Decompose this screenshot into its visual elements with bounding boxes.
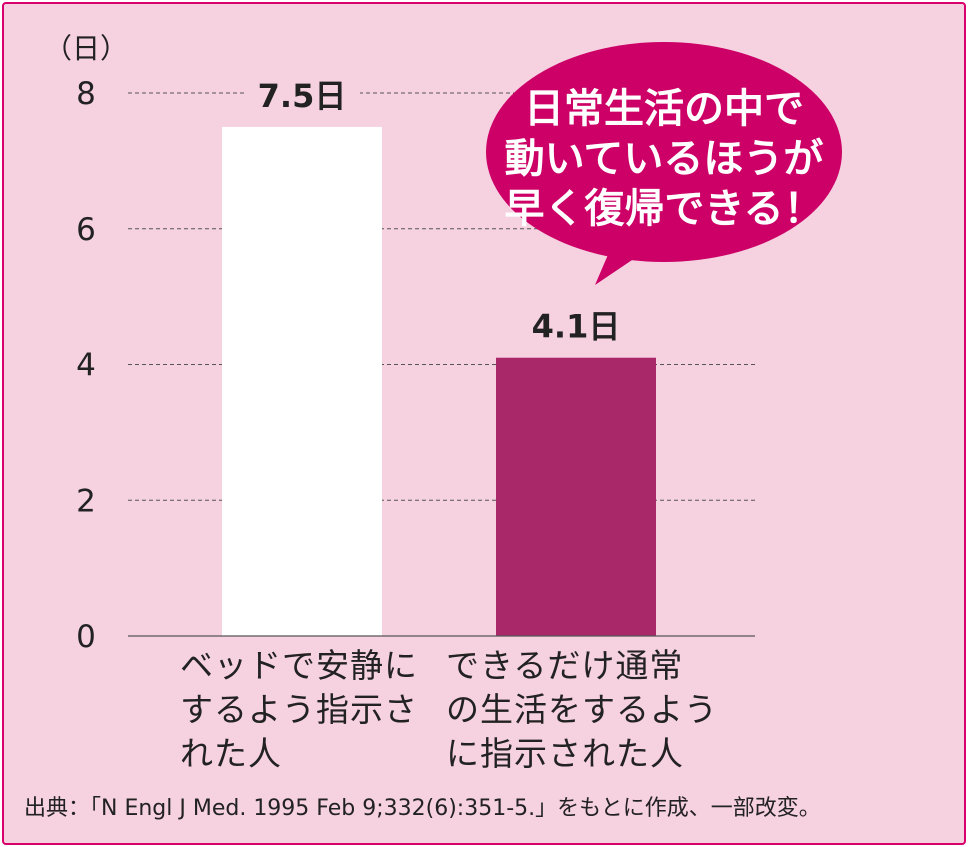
y-tick-label: 0	[76, 619, 96, 655]
y-axis-unit-label: （日）	[44, 32, 128, 65]
bars	[222, 126, 656, 636]
category-label-bed-rest: ベッドで安静に するよう指示さ れた人	[180, 646, 418, 773]
value-label: 7.5日	[258, 77, 347, 115]
source-note: 出典：「N Engl J Med. 1995 Feb 9;332(6):351-…	[24, 796, 821, 821]
callout-line-1: 日常生活の中で	[524, 86, 804, 132]
callout-line-3: 早く復帰できる！	[504, 186, 823, 232]
category-label-normal-activity: できるだけ通常 の生活をするよう に指示された人	[446, 646, 718, 773]
callout-ellipse	[486, 42, 842, 262]
value-label-backing	[244, 74, 360, 117]
y-tick-label: 2	[76, 483, 96, 519]
value-label: 4.1日	[532, 308, 621, 346]
bar-normal-activity	[496, 357, 656, 636]
y-tick-label: 6	[76, 212, 96, 248]
value-labels: 7.5日 4.1日	[244, 74, 621, 346]
callout-bubble: 日常生活の中で 動いているほうが 早く復帰できる！	[486, 42, 842, 285]
callout-line-2: 動いているほうが	[505, 136, 824, 182]
bar-bed-rest	[222, 126, 382, 636]
y-tick-label: 8	[76, 76, 96, 112]
y-axis-ticks: 8 6 4 2 0	[76, 76, 96, 655]
y-tick-label: 4	[76, 348, 96, 384]
